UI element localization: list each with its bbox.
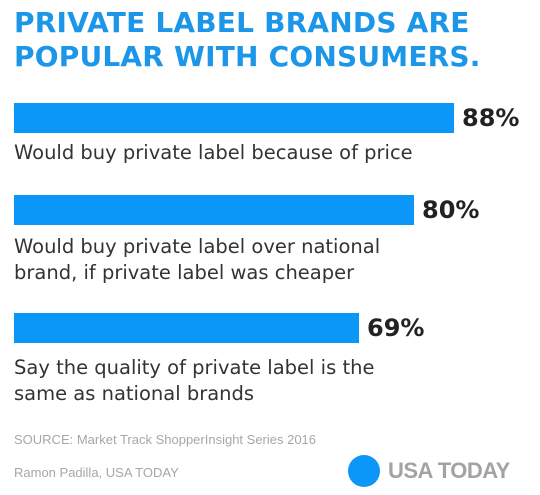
bar-category-label-line: Say the quality of private label is the — [14, 356, 375, 379]
bar-category-label-line: Would buy private label because of price — [14, 141, 413, 164]
usa-today-logo: USA TODAY — [348, 455, 528, 487]
bar-category-label: Would buy private label over national br… — [14, 234, 380, 286]
logo-wordmark: USA TODAY — [388, 458, 510, 483]
source-note: SOURCE: Market Track ShopperInsight Seri… — [14, 432, 317, 447]
bar-value-label: 88% — [462, 104, 520, 132]
logo-dot-icon — [348, 455, 380, 487]
bar-would-buy-over-national-brand — [14, 195, 414, 225]
chart-title-line: POPULAR WITH CONSUMERS. — [14, 40, 481, 73]
bar-category-label-line: Would buy private label over national — [14, 235, 381, 258]
bar-category-label: Say the quality of private label is the … — [14, 355, 374, 407]
bar-category-label-line: same as national brands — [14, 382, 255, 405]
chart-title-line: PRIVATE LABEL BRANDS ARE — [14, 6, 470, 39]
bar-category-label-line: brand, if private label was cheaper — [14, 261, 355, 284]
bar-quality-same-as-national — [14, 313, 359, 343]
bar-value-label: 80% — [422, 196, 480, 224]
bar-value-label: 69% — [367, 314, 425, 342]
byline-credit: Ramon Padilla, USA TODAY — [14, 465, 179, 480]
chart-title: PRIVATE LABEL BRANDS ARE POPULAR WITH CO… — [14, 6, 481, 74]
bar-would-buy-because-of-price — [14, 103, 454, 133]
bar-category-label: Would buy private label because of price — [14, 140, 413, 166]
